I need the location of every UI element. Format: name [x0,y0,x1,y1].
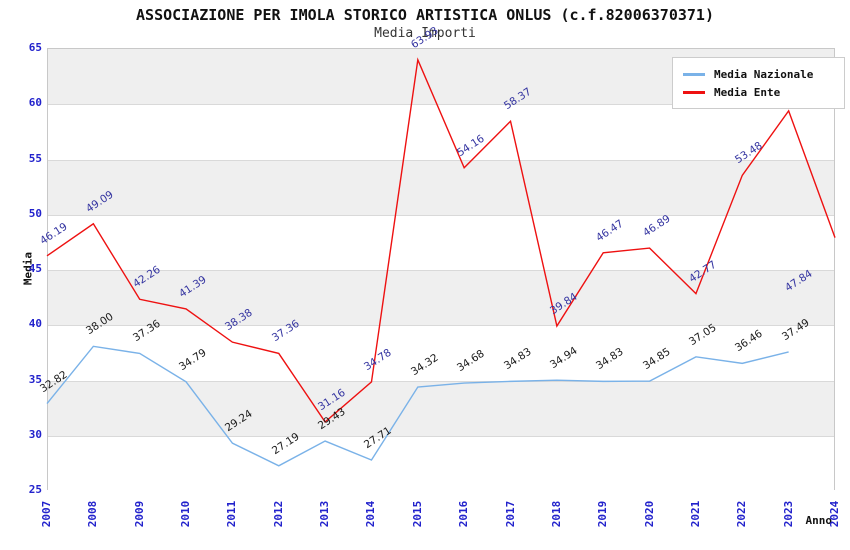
chart-title: ASSOCIAZIONE PER IMOLA STORICO ARTISTICA… [136,6,714,24]
legend: Media Nazionale Media Ente [672,57,845,109]
y-tick-label: 60 [28,96,42,110]
plot-band [48,435,834,491]
legend-entry-nazionale: Media Nazionale [683,65,834,83]
gridline [48,214,834,216]
plot-area [47,48,835,491]
series-line-media-ente [46,57,836,423]
legend-entry-ente: Media Ente [683,83,834,101]
plot-band [48,325,834,381]
y-tick-label: 65 [28,41,42,54]
plot-band [48,380,834,436]
gridline [48,104,834,106]
plot-band [48,270,834,326]
gridline [48,435,834,437]
y-tick-label: 55 [28,151,42,165]
gridline [48,159,834,161]
y-tick-label: 30 [28,427,42,441]
gridline [48,270,834,271]
y-tick-label: 40 [28,317,42,331]
y-tick-label: 35 [28,372,42,386]
ente-line-swatch-icon [683,90,705,94]
gridline [48,380,834,382]
nazionale-line-swatch-icon [683,72,705,76]
chart-subtitle: Media Importi [374,26,476,41]
x-axis-label: Anno [805,514,833,527]
series-line-media-nazionale [46,345,789,467]
y-tick-label: 45 [28,262,42,275]
plot-band [48,159,834,215]
gridline [48,325,834,327]
y-tick-label: 25 [28,483,42,496]
legend-label: Media Nazionale [714,67,814,81]
legend-label: Media Ente [714,85,781,99]
y-tick-label: 50 [28,206,42,220]
plot-band [48,214,834,270]
